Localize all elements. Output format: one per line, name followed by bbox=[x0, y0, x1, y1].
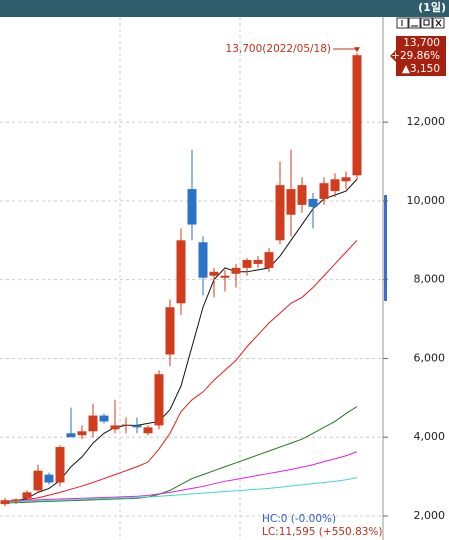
candle-body bbox=[220, 275, 230, 278]
moving-average bbox=[4, 406, 358, 504]
price-box-text: 13,700 bbox=[403, 37, 440, 49]
candle-body bbox=[154, 374, 164, 426]
candle-body bbox=[319, 183, 329, 199]
candle-body bbox=[165, 307, 175, 355]
candle-body bbox=[55, 447, 65, 483]
button[interactable] bbox=[408, 17, 421, 29]
candle-body bbox=[132, 425, 142, 428]
candle-body bbox=[198, 242, 208, 278]
footer-hc: HC:0 (-0.00%) bbox=[262, 513, 336, 525]
candle-body bbox=[176, 240, 186, 304]
candle-body bbox=[275, 185, 285, 241]
price-box-text: ▲3,150 bbox=[402, 63, 440, 75]
annotation-arrowhead bbox=[354, 47, 360, 53]
candle-body bbox=[187, 189, 197, 225]
candle-body bbox=[253, 259, 263, 264]
moving-average bbox=[4, 451, 358, 502]
candle-body bbox=[0, 500, 10, 505]
button[interactable] bbox=[420, 17, 433, 29]
y-tick-label: 2,000 bbox=[414, 509, 446, 522]
candle-body bbox=[242, 259, 252, 268]
candle-body bbox=[99, 415, 109, 422]
period-label: (1일) bbox=[418, 0, 446, 14]
candle-body bbox=[264, 252, 274, 268]
icon bbox=[435, 19, 442, 27]
candle-body bbox=[209, 271, 219, 276]
candle-body bbox=[143, 427, 153, 434]
window-buttons[interactable] bbox=[396, 17, 445, 29]
y-tick-label: 8,000 bbox=[414, 273, 446, 286]
price-box bbox=[390, 36, 446, 76]
candle-body bbox=[121, 424, 131, 426]
candle-body bbox=[44, 474, 54, 483]
y-tick-label: 6,000 bbox=[414, 351, 446, 364]
annotation: 13,700(2022/05/18) bbox=[226, 43, 331, 55]
y-tick-label: 10,000 bbox=[407, 194, 446, 207]
footer-lc: LC:11,595 (+550.83%) bbox=[262, 526, 383, 538]
title-bar bbox=[0, 0, 449, 17]
y-tick-label: 12,000 bbox=[407, 115, 446, 128]
candle-body bbox=[308, 198, 318, 207]
candle-body bbox=[352, 55, 362, 176]
range-bar bbox=[384, 195, 387, 301]
candle-body bbox=[341, 177, 351, 182]
candle-body bbox=[77, 431, 87, 436]
candle-body bbox=[231, 267, 241, 274]
candle-body bbox=[110, 425, 120, 430]
icon bbox=[423, 19, 430, 26]
candle-body bbox=[286, 189, 296, 215]
candle-body bbox=[297, 185, 307, 205]
candle-body bbox=[11, 499, 21, 502]
candle-body bbox=[22, 492, 32, 499]
candle-body bbox=[88, 415, 98, 432]
moving-average bbox=[4, 239, 358, 503]
y-tick-label: 4,000 bbox=[414, 430, 446, 443]
candle-body bbox=[33, 470, 43, 491]
candle-body bbox=[330, 179, 340, 192]
price-box-text: +29.86% bbox=[391, 50, 440, 62]
candle-body bbox=[66, 433, 76, 438]
moving-average bbox=[4, 477, 358, 503]
